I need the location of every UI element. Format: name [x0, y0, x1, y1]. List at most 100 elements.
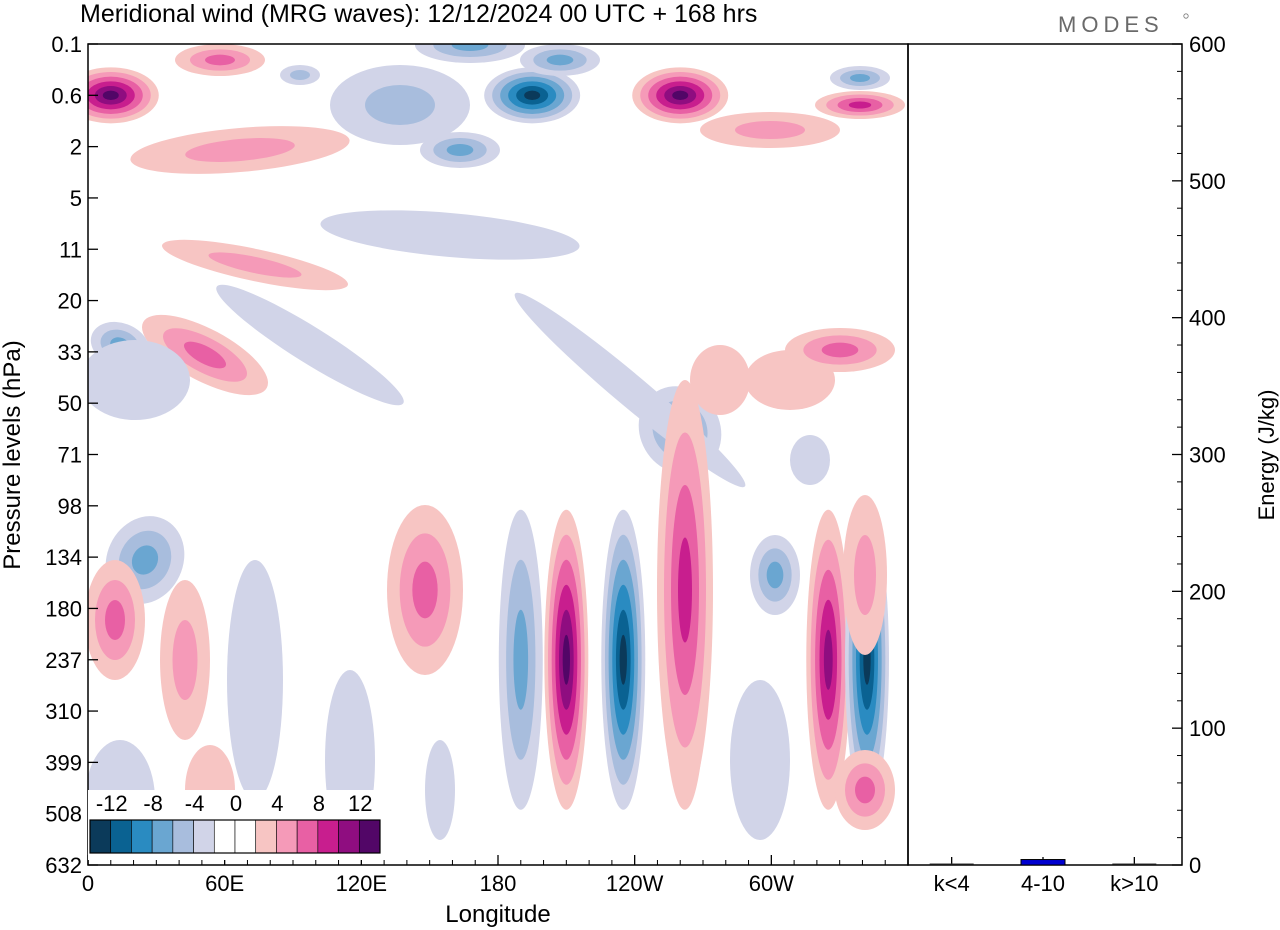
- energy-category-label: k>10: [1110, 871, 1158, 896]
- wave-structure-11: [320, 210, 580, 260]
- colorbar-swatch: [296, 819, 319, 854]
- y-tick-label: 98: [58, 494, 82, 519]
- energy-bars: k<4 4-10 k>10: [929, 857, 1158, 896]
- wave-structure-6: [815, 91, 905, 119]
- wave-structure-9-contour-3: [446, 144, 474, 156]
- wave-structure-5: [175, 44, 265, 76]
- wave-core-5: [601, 509, 646, 810]
- energy-tick-label: 600: [1189, 32, 1226, 57]
- wave-structure-26: [425, 740, 455, 840]
- wave-structure-31-contour-1: [730, 680, 790, 840]
- wave-core-9: [498, 509, 543, 810]
- wave-core-2: [484, 67, 581, 124]
- y-tick-label: 33: [58, 340, 82, 365]
- colorbar: -12 -8 -4 0 4 8 12: [88, 790, 381, 860]
- colorbar-swatch: [110, 819, 132, 854]
- y-tick-label: 237: [45, 648, 82, 673]
- energy-bar-4-10: [1020, 859, 1066, 866]
- wave-structure-13: [141, 314, 269, 396]
- wave-structure-2: [520, 44, 600, 76]
- wave-structure-31: [730, 680, 790, 840]
- wave-core-2-contour-6: [524, 90, 541, 100]
- colorbar-swatch: [151, 819, 174, 854]
- colorbar-swatch: [131, 819, 153, 854]
- brand-logo: MODES: [1058, 12, 1164, 37]
- wave-structure-29-contour-2: [854, 535, 876, 615]
- x-tick-label: 180: [480, 871, 517, 896]
- energy-tick-label: 200: [1189, 579, 1226, 604]
- wave-structure-15-contour-1: [88, 340, 190, 420]
- wave-structure-27: [657, 380, 713, 800]
- energy-frame: [907, 43, 1183, 866]
- wave-structure-20: [785, 328, 895, 372]
- colorbar-label: 0: [230, 791, 242, 816]
- y-tick-label: 5: [70, 186, 82, 211]
- wave-structure-22: [88, 560, 145, 680]
- colorbar-swatch: [276, 819, 298, 854]
- wave-structure-2-contour-3: [546, 54, 574, 66]
- y-tick-label: 71: [58, 443, 82, 468]
- wave-core-7-contour-5: [823, 629, 833, 690]
- colorbar-swatch: [234, 819, 257, 854]
- y-tick-label: 0.6: [51, 83, 82, 108]
- wave-structure-4-contour-3: [850, 74, 870, 82]
- wave-structure-5-contour-3: [205, 54, 235, 66]
- wave-structure-8: [130, 126, 350, 174]
- wave-structure-9: [420, 132, 500, 168]
- colorbar-swatch: [213, 819, 236, 854]
- wave-structure-3-contour-2: [290, 70, 310, 80]
- colorbar-swatch: [317, 819, 339, 854]
- colorbar-swatch: [89, 819, 112, 854]
- wave-structure-1: [415, 44, 525, 63]
- colorbar-swatch: [255, 819, 277, 854]
- y-tick-label: 0.1: [51, 32, 82, 57]
- x-tick-label: 120E: [336, 871, 387, 896]
- wave-structure-34-contour-1: [790, 435, 830, 485]
- wave-structure-34: [790, 435, 830, 485]
- wave-structure-25: [387, 505, 463, 675]
- energy-category-label: k<4: [934, 871, 970, 896]
- wave-structure-25-contour-3: [412, 561, 438, 619]
- x-axis-label: Longitude: [445, 901, 550, 928]
- wave-structure-10: [330, 65, 470, 145]
- colorbar-swatch: [358, 819, 381, 854]
- y-tick-label: 2: [70, 135, 82, 160]
- energy-tick-label: 300: [1189, 443, 1226, 468]
- y-tick-label: 50: [58, 391, 82, 416]
- wave-structure-6-contour-4: [848, 101, 872, 109]
- wave-structure-24: [227, 560, 283, 800]
- wave-structure-7-contour-2: [735, 121, 805, 139]
- energy-category-label: 4-10: [1021, 871, 1065, 896]
- colorbar-label: 4: [271, 791, 283, 816]
- wave-structure-3: [280, 65, 320, 85]
- energy-tick-label: 400: [1189, 306, 1226, 331]
- wave-structure-28: [750, 535, 800, 615]
- wave-structure-30-contour-3: [855, 776, 875, 804]
- wave-structure-4: [830, 66, 890, 90]
- wave-structure-28-contour-3: [766, 561, 784, 589]
- energy-tick-label: 100: [1189, 716, 1226, 741]
- x-tick-label: 120W: [606, 871, 664, 896]
- wave-structure-27-contour-4: [678, 537, 692, 643]
- wave-structure-30: [835, 750, 895, 830]
- wave-core-9-contour-3: [513, 609, 529, 710]
- wave-structure-26-contour-1: [425, 740, 455, 840]
- wave-structure-15: [88, 340, 190, 420]
- wave-core-4: [544, 509, 589, 810]
- y-tick-label: 180: [45, 596, 82, 621]
- colorbar-label: -8: [143, 791, 163, 816]
- y-tick-label: 134: [45, 545, 82, 570]
- y-tick-label: 508: [45, 802, 82, 827]
- energy-tick-label: 500: [1189, 169, 1226, 194]
- colorbar-border: [89, 819, 381, 854]
- colorbar-swatch: [193, 819, 215, 854]
- y-axis-label: Pressure levels (hPa): [0, 340, 26, 569]
- wave-structure-10-contour-2: [365, 85, 435, 125]
- y-tick-label: 11: [59, 237, 82, 262]
- chart-title: Meridional wind (MRG waves): 12/12/2024 …: [80, 0, 757, 28]
- wave-core-7: [806, 509, 851, 810]
- wave-core-1-contour-6: [102, 90, 119, 100]
- wave-core-3-contour-6: [672, 90, 689, 100]
- wave-structure-16-contour-1: [216, 284, 404, 406]
